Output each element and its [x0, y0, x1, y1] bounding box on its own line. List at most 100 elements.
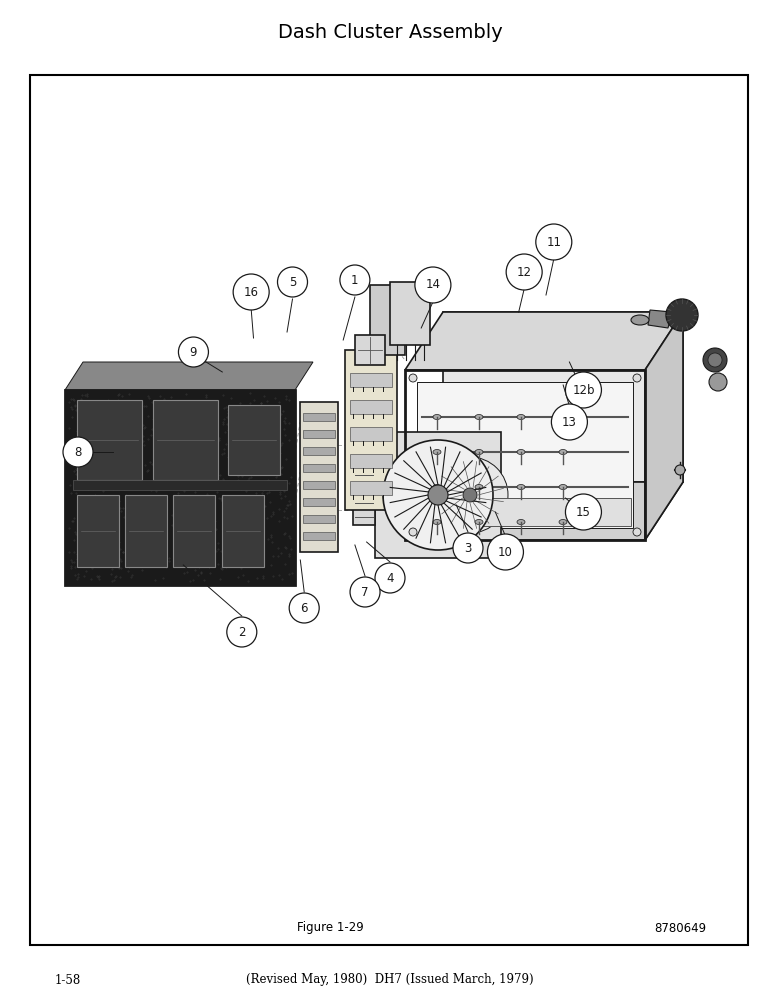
Circle shape [340, 265, 370, 295]
Circle shape [289, 593, 319, 623]
Ellipse shape [433, 485, 441, 489]
Polygon shape [645, 312, 683, 540]
Circle shape [708, 353, 722, 367]
Circle shape [233, 274, 269, 310]
Text: 7: 7 [361, 585, 369, 598]
Polygon shape [443, 312, 683, 482]
Circle shape [566, 494, 601, 530]
Bar [375, 432, 501, 558]
Polygon shape [648, 310, 672, 328]
Bar [125, 495, 167, 567]
Text: 11: 11 [546, 235, 562, 248]
Circle shape [666, 299, 698, 331]
Circle shape [703, 348, 727, 372]
Text: Figure 1-29: Figure 1-29 [296, 922, 363, 934]
Bar [350, 454, 392, 468]
Ellipse shape [475, 450, 483, 454]
Polygon shape [355, 335, 385, 365]
Circle shape [633, 374, 641, 382]
Text: 3: 3 [464, 542, 472, 554]
Bar [440, 447, 500, 543]
Text: 15: 15 [576, 506, 591, 518]
Polygon shape [353, 465, 375, 525]
Text: 13: 13 [562, 416, 577, 428]
Bar [350, 400, 392, 414]
Bar [73, 480, 287, 490]
Circle shape [453, 533, 483, 563]
Ellipse shape [517, 450, 525, 454]
Circle shape [488, 534, 523, 570]
Circle shape [432, 457, 508, 533]
Bar [303, 532, 335, 540]
Bar [303, 464, 335, 472]
Circle shape [350, 577, 380, 607]
Ellipse shape [559, 520, 567, 524]
Bar [153, 400, 218, 480]
Circle shape [63, 437, 93, 467]
Circle shape [375, 563, 405, 593]
Ellipse shape [559, 485, 567, 489]
Circle shape [463, 488, 477, 502]
Ellipse shape [433, 520, 441, 524]
Ellipse shape [559, 414, 567, 420]
Text: 6: 6 [300, 601, 308, 614]
Text: 12: 12 [516, 265, 532, 278]
Ellipse shape [475, 485, 483, 489]
Ellipse shape [475, 520, 483, 524]
Ellipse shape [517, 520, 525, 524]
Polygon shape [417, 382, 633, 528]
Bar [30, 75, 748, 945]
Circle shape [179, 337, 208, 367]
Bar [173, 495, 215, 567]
Text: 2: 2 [238, 626, 246, 639]
Circle shape [428, 485, 448, 505]
Bar [345, 350, 397, 510]
Bar [303, 515, 335, 523]
Polygon shape [65, 390, 295, 585]
Polygon shape [405, 482, 683, 540]
Text: Dash Cluster Assembly: Dash Cluster Assembly [278, 22, 502, 41]
Bar [303, 413, 335, 421]
Polygon shape [65, 362, 313, 390]
Circle shape [383, 440, 493, 550]
Bar [303, 430, 335, 438]
Ellipse shape [433, 450, 441, 454]
Circle shape [278, 267, 307, 297]
Bar [350, 481, 392, 495]
Polygon shape [300, 402, 338, 552]
Bar [350, 427, 392, 441]
Ellipse shape [517, 414, 525, 420]
Circle shape [409, 374, 417, 382]
Polygon shape [405, 312, 683, 370]
Text: (Revised May, 1980)  DH7 (Issued March, 1979): (Revised May, 1980) DH7 (Issued March, 1… [246, 974, 534, 986]
Text: 9: 9 [190, 346, 197, 359]
Text: 10: 10 [498, 546, 513, 558]
Text: 8: 8 [74, 446, 82, 458]
Text: 1: 1 [351, 273, 359, 286]
Circle shape [551, 404, 587, 440]
Text: 14: 14 [425, 278, 441, 292]
Polygon shape [419, 498, 631, 526]
Circle shape [675, 465, 685, 475]
Circle shape [566, 372, 601, 408]
Ellipse shape [433, 414, 441, 420]
Circle shape [633, 528, 641, 536]
Circle shape [709, 373, 727, 391]
Bar [77, 400, 142, 480]
Circle shape [506, 254, 542, 290]
Text: 16: 16 [243, 286, 259, 298]
Ellipse shape [631, 315, 649, 325]
Bar [77, 495, 119, 567]
Circle shape [536, 224, 572, 260]
Text: 8780649: 8780649 [654, 922, 706, 934]
Bar [303, 447, 335, 455]
Ellipse shape [559, 450, 567, 454]
Ellipse shape [475, 414, 483, 420]
Bar [222, 495, 264, 567]
Polygon shape [370, 285, 405, 355]
Text: 5: 5 [289, 275, 296, 288]
Text: 12b: 12b [573, 383, 594, 396]
Ellipse shape [517, 485, 525, 489]
Circle shape [409, 528, 417, 536]
Circle shape [415, 267, 451, 303]
